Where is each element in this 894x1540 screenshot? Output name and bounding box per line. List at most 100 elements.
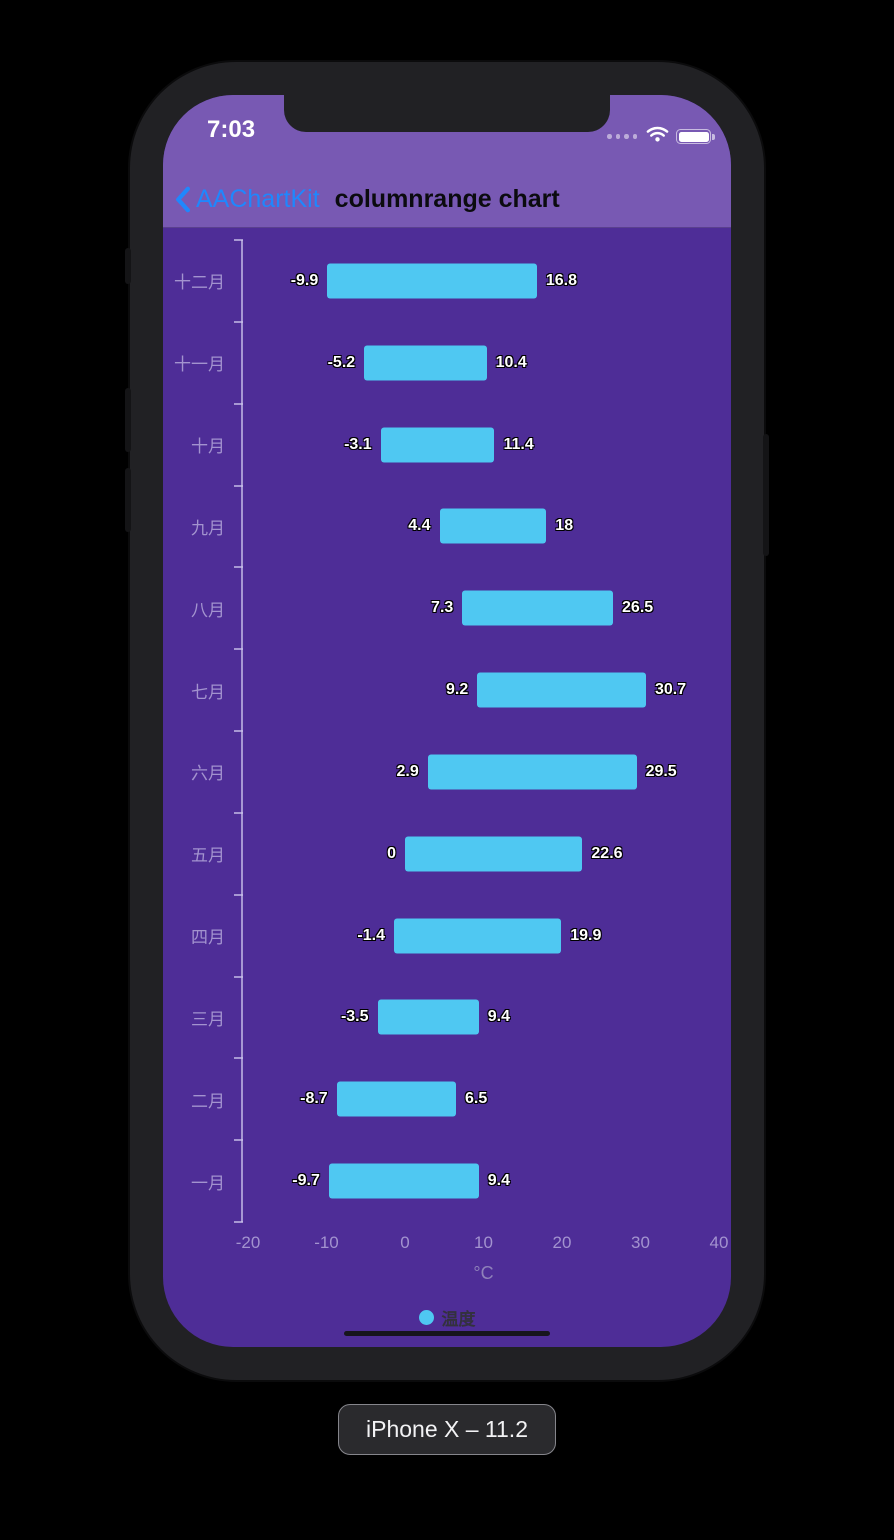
volume-down-button: [125, 468, 131, 532]
chart-row: 9.2 30.7: [248, 649, 719, 731]
low-value-label: -3.5: [340, 1008, 369, 1026]
high-value-label: 18: [555, 517, 574, 535]
y-axis-category-label: 五月: [191, 846, 225, 866]
y-axis-tick: [234, 320, 243, 323]
high-value-label: 10.4: [495, 353, 527, 371]
y-axis-tick: [234, 566, 243, 569]
range-bar[interactable]: [327, 263, 537, 299]
range-bar[interactable]: [364, 345, 487, 381]
y-axis-tick: [234, 1221, 243, 1223]
y-axis-tick: [234, 1139, 243, 1142]
chart-row: 0 22.6: [248, 813, 719, 895]
cellular-signal-icon: [607, 134, 637, 139]
y-axis-category-label: 一月: [191, 1173, 225, 1193]
high-value-label: 22.6: [591, 844, 623, 862]
y-axis-category-label: 六月: [191, 764, 225, 784]
chart-row: 4.4 18: [248, 485, 719, 567]
y-axis-tick: [234, 484, 243, 487]
screen: 7:03: [163, 95, 731, 1347]
range-bar[interactable]: [380, 427, 495, 463]
low-value-label: -1.4: [357, 926, 385, 944]
x-axis-tick-label: -20: [235, 1233, 261, 1252]
range-bar[interactable]: [377, 999, 479, 1035]
y-axis-tick: [234, 730, 243, 732]
range-bar[interactable]: [462, 590, 614, 626]
high-value-label: 9.4: [487, 1008, 511, 1026]
power-button: [763, 434, 769, 556]
low-value-label: -5.2: [327, 353, 356, 371]
x-axis-tick-label: 40: [709, 1233, 729, 1252]
low-value-label: 9.2: [445, 681, 469, 699]
range-bar[interactable]: [477, 672, 646, 708]
y-axis-category-label: 二月: [191, 1091, 225, 1111]
y-axis-tick: [234, 239, 243, 241]
x-axis-title: °C: [473, 1263, 494, 1283]
device-version-label: iPhone X – 11.2: [366, 1416, 528, 1442]
y-axis-tick: [234, 1057, 243, 1060]
battery-icon: [676, 129, 715, 144]
range-bar[interactable]: [404, 836, 583, 872]
y-axis-category-label: 七月: [191, 682, 225, 702]
back-button[interactable]: AAChartKit: [175, 185, 320, 214]
volume-up-button: [125, 388, 131, 452]
chart-row: 2.9 29.5: [248, 731, 719, 813]
high-value-label: 30.7: [654, 681, 687, 699]
status-icons: [607, 125, 715, 148]
back-chevron-icon: [176, 186, 190, 212]
plot-area: -9.9 16.8 -5.2 10.4 -3.1 11.4 4.4 18 7.3 26.5 9.2 3…: [248, 240, 719, 1222]
legend[interactable]: 温度: [163, 1305, 731, 1330]
y-axis-category-label: 四月: [191, 928, 225, 948]
high-value-label: 26.5: [622, 599, 654, 617]
status-time: 7:03: [207, 116, 256, 143]
low-value-label: 2.9: [396, 762, 419, 780]
range-bar[interactable]: [394, 918, 562, 954]
device-version-badge: iPhone X – 11.2: [338, 1404, 556, 1455]
range-bar[interactable]: [336, 1081, 457, 1117]
chart-row: -9.7 9.4: [248, 1140, 719, 1222]
y-axis-category-labels: 十二月 十一月 十月 九月 八月 七月 六月 五月 四月 三月 二月 一月: [163, 240, 225, 1222]
chart-row: -3.1 11.4: [248, 404, 719, 486]
y-axis-category-label: 十一月: [174, 355, 225, 375]
low-value-label: -9.9: [290, 271, 319, 289]
y-axis-tick: [234, 402, 243, 405]
home-indicator[interactable]: [344, 1330, 550, 1336]
y-axis-category-label: 十月: [191, 437, 225, 457]
y-axis-category-label: 十二月: [174, 273, 225, 293]
page-title: columnrange chart: [334, 184, 560, 213]
y-axis-category-label: 三月: [191, 1009, 225, 1029]
x-axis-tick-label: 10: [474, 1233, 493, 1252]
wifi-icon: [646, 125, 669, 148]
chart-row: -3.5 9.4: [248, 976, 719, 1058]
chart-row: -8.7 6.5: [248, 1058, 719, 1140]
chart-row: -9.9 16.8: [248, 240, 719, 322]
x-axis-tick-label: 30: [631, 1233, 650, 1252]
low-value-label: -3.1: [344, 435, 372, 453]
high-value-label: 9.4: [487, 1172, 511, 1190]
iphone-frame: 7:03: [125, 62, 769, 1380]
range-bar[interactable]: [439, 508, 547, 544]
x-axis-tick-label: 20: [552, 1233, 572, 1252]
low-value-label: 0: [387, 844, 396, 862]
legend-marker-icon: [418, 1310, 434, 1325]
low-value-label: -8.7: [300, 1090, 328, 1108]
y-axis-tick: [234, 811, 243, 814]
legend-series-label: 温度: [441, 1310, 476, 1329]
high-value-label: 6.5: [465, 1090, 488, 1108]
x-axis-tick-labels: -20 -10 0 10 20 30 40: [236, 1233, 729, 1255]
high-value-label: 19.9: [570, 926, 602, 944]
chart-row: 7.3 26.5: [248, 567, 719, 649]
navigation-bar: AAChartKit columnrange chart: [163, 170, 731, 228]
x-axis-tick-label: 0: [400, 1233, 410, 1252]
range-bar[interactable]: [427, 754, 637, 790]
range-bar[interactable]: [328, 1163, 479, 1199]
low-value-label: -9.7: [292, 1172, 320, 1190]
low-value-label: 7.3: [431, 599, 454, 617]
chart-row: -1.4 19.9: [248, 895, 719, 977]
y-axis-category-label: 九月: [191, 518, 225, 538]
low-value-label: 4.4: [408, 517, 431, 535]
back-button-label: AAChartKit: [196, 184, 320, 213]
mute-switch: [125, 248, 131, 284]
y-axis-tick: [234, 975, 243, 978]
columnrange-chart: 十二月 十一月 十月 九月 八月 七月 六月 五月 四月 三月 二月 一月 -9.9 16.8 -5.2 1…: [163, 95, 731, 1347]
